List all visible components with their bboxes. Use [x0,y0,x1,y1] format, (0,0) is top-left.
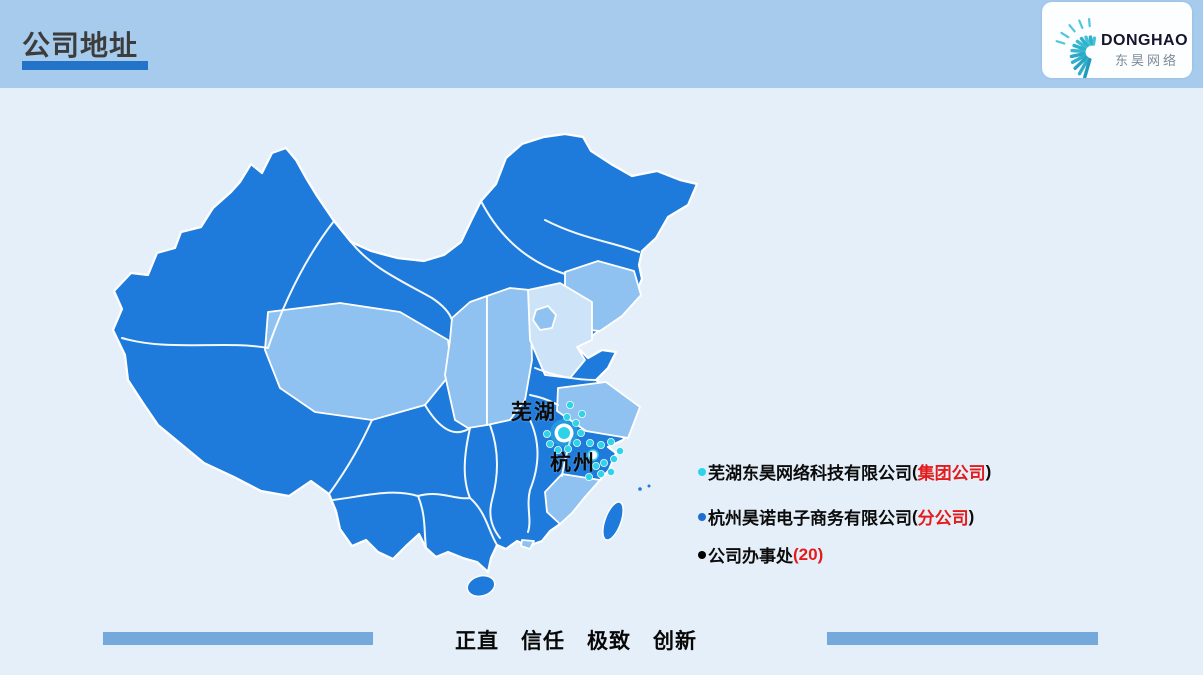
legend-paren: ( [912,506,918,526]
blue-dot-icon [698,512,706,521]
feather-fan-icon [1055,18,1097,78]
logo-subtitle: 东昊网络 [1115,53,1180,68]
hangzhou-marker [585,437,625,481]
title-underline [22,61,148,70]
legend-company-name: 芜湖东昊网络科技有限公司 [708,464,912,483]
legend-paren: ( [912,461,918,481]
province-fujian [544,473,601,525]
black-dot-icon [698,550,706,559]
legend: 芜湖东昊网络科技有限公司 ( 集团公司 ) 杭州昊诺电子商务有限公司 ( 分公司… [698,459,991,567]
province-shaanxi [444,295,488,429]
province-shanxi [486,287,533,426]
island-taiwan [602,484,651,541]
province-beijing [532,305,557,331]
logo-wordmark: DONGHAO [1101,32,1189,49]
pearl-delta-patch [520,539,535,550]
legend-item-branch-company: 杭州昊诺电子商务有限公司 ( 分公司 ) [698,504,991,529]
legend-paren: ) [968,506,975,526]
city-label-wuhu: 芜湖 [511,401,557,424]
footer-bar-left [103,632,373,645]
page-title: 公司地址 [22,30,139,61]
company-motto: 正直 信任 极致 创新 [455,630,697,653]
legend-company-name: 杭州昊诺电子商务有限公司 [708,509,912,528]
legend-highlight: (20) [793,544,824,564]
island-hainan [466,574,496,598]
legend-highlight: 集团公司 [917,464,986,483]
highlight-provinces [264,260,642,550]
footer-bar-right [827,632,1098,645]
logo-card: DONGHAO 东昊网络 [1042,2,1192,78]
legend-item-group-company: 芜湖东昊网络科技有限公司 ( 集团公司 ) [698,459,991,484]
legend-paren: ) [985,461,992,481]
province-borders [121,200,640,549]
legend-item-offices: 公司办事处 (20) [698,542,991,567]
legend-highlight: 分公司 [917,509,969,528]
header-band: 公司地址 [0,0,1203,88]
cyan-dot-icon [698,467,706,476]
city-label-hangzhou: 杭州 [550,452,596,475]
china-map [111,132,699,598]
wuhu-marker [543,400,587,454]
legend-company-name: 公司办事处 [708,547,793,566]
